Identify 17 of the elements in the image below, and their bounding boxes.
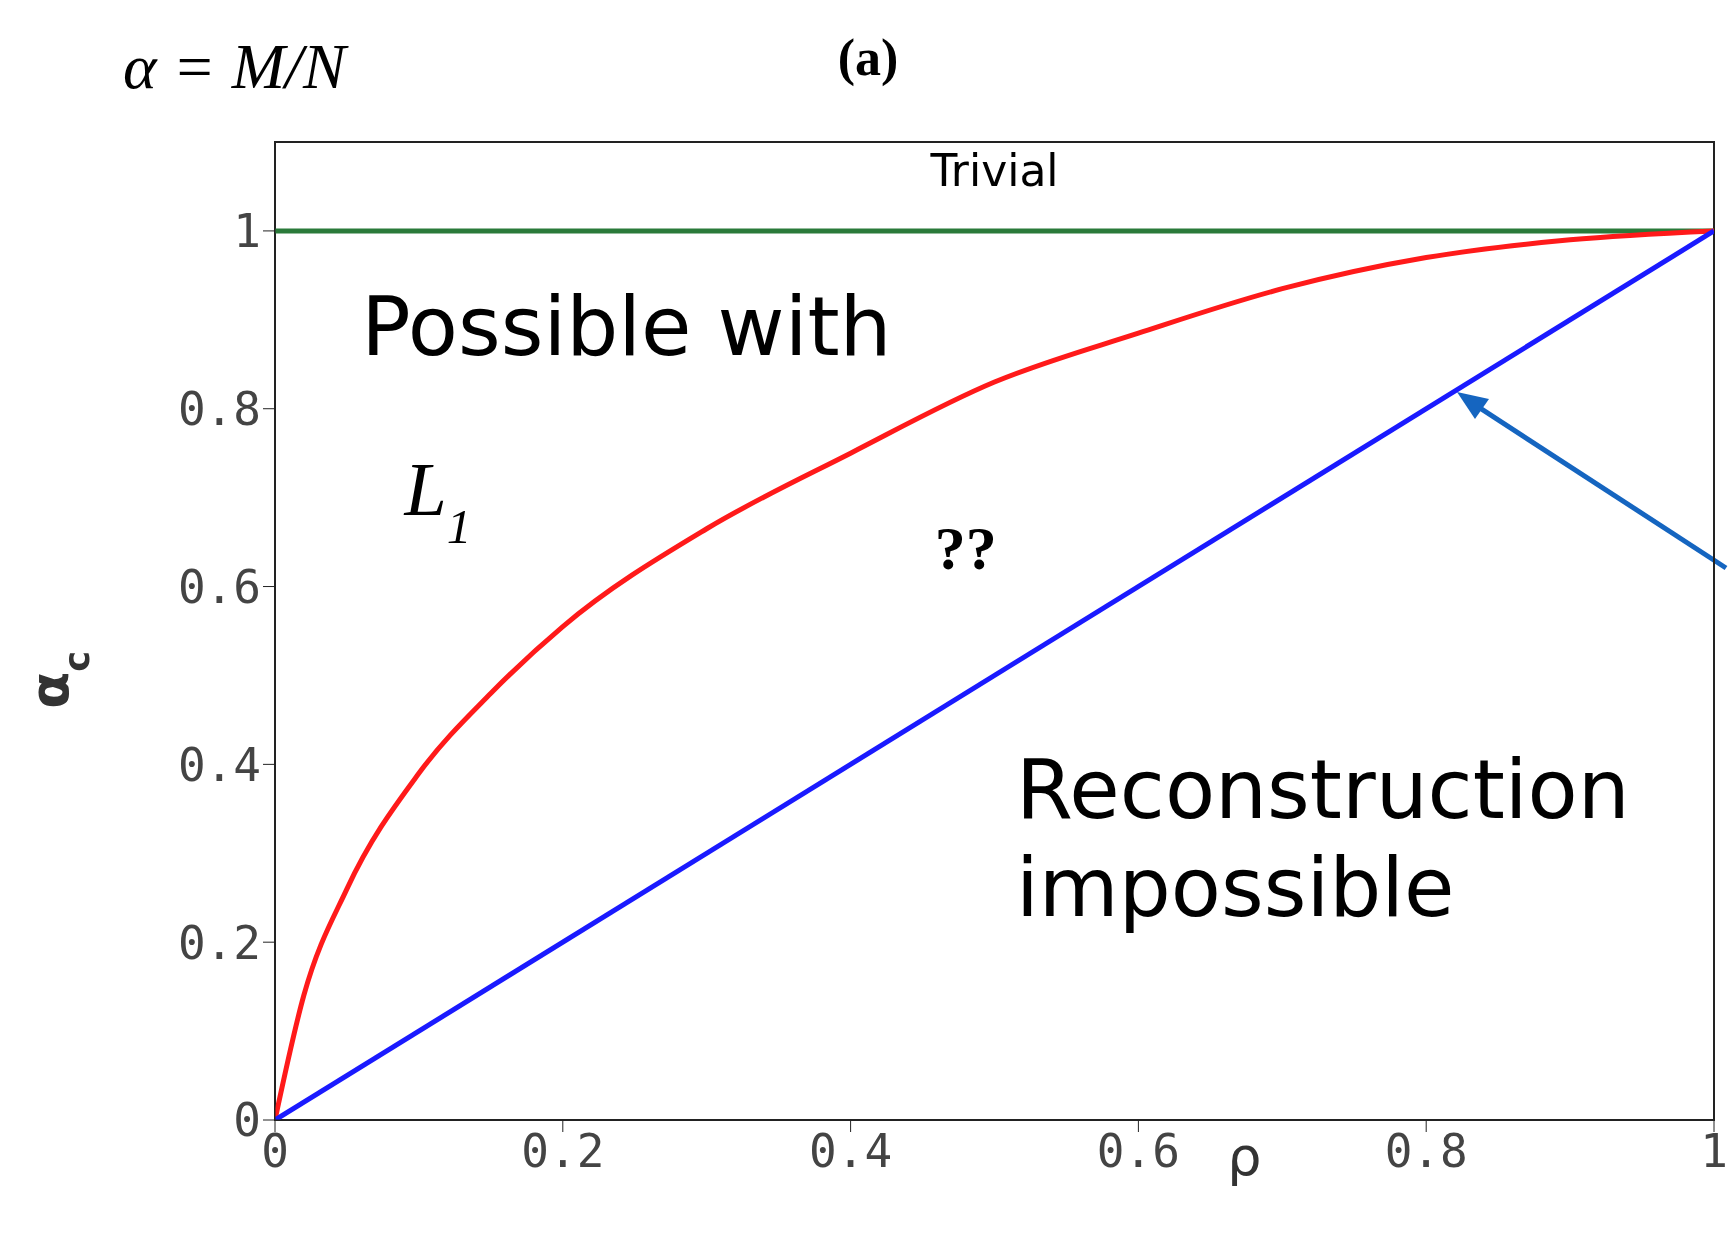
- annotation: Reconstruction impossible: [1016, 741, 1630, 936]
- chart-title: (a): [837, 29, 899, 86]
- x-tick-label: 0.2: [521, 1123, 605, 1178]
- annotation: ??: [934, 513, 997, 582]
- y-tick-label: 0.2: [177, 915, 261, 970]
- x-tick-label: 0.8: [1384, 1123, 1468, 1178]
- y-tick-label: 1: [233, 204, 261, 259]
- annotation: Trivial: [929, 145, 1059, 197]
- x-tick-label: 1: [1700, 1123, 1728, 1178]
- x-axis-title: ρ: [1227, 1125, 1262, 1189]
- y-tick-label: 0.6: [177, 559, 261, 614]
- y-tick-label: 0.4: [177, 737, 261, 792]
- annotation: L$_{1}$: [403, 447, 472, 554]
- x-tick-label: 0.6: [1096, 1123, 1180, 1178]
- x-tick-label: 0.4: [809, 1123, 893, 1178]
- y-tick-label: 0.8: [177, 382, 261, 437]
- annotation: Possible with: [361, 279, 892, 375]
